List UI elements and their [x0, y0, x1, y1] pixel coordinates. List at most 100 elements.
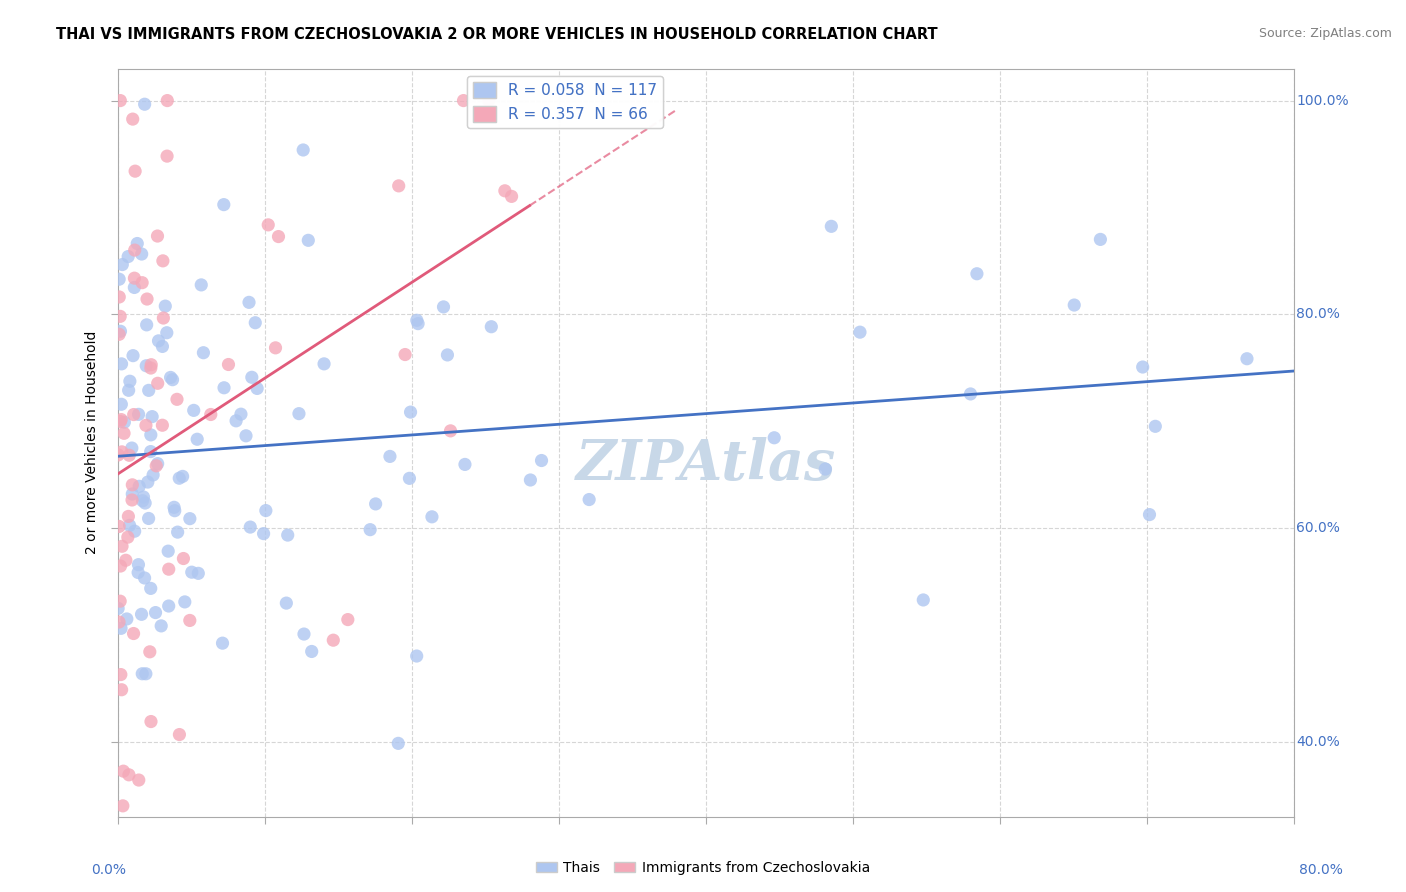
Point — [212, 381, 235, 395]
Point — [322, 633, 344, 648]
Point — [966, 267, 988, 281]
Legend: Thais, Immigrants from Czechoslovakia: Thais, Immigrants from Czechoslovakia — [530, 855, 876, 880]
Point — [394, 347, 416, 361]
Point — [245, 316, 267, 330]
Point — [167, 471, 190, 485]
Point — [110, 412, 132, 426]
Point — [152, 311, 174, 326]
Point — [156, 326, 179, 340]
Point — [108, 615, 131, 629]
Point — [112, 426, 135, 441]
Point — [128, 479, 150, 493]
Point — [118, 448, 141, 462]
Point — [297, 233, 319, 247]
Point — [121, 487, 143, 501]
Point — [292, 627, 315, 641]
Point — [135, 359, 157, 373]
Point — [478, 94, 501, 108]
Point — [501, 189, 523, 203]
Point — [200, 408, 222, 422]
Point — [292, 143, 315, 157]
Point — [108, 310, 131, 324]
Text: 60.0%: 60.0% — [1296, 521, 1340, 535]
Point — [1144, 419, 1167, 434]
Point — [139, 444, 162, 458]
Point — [145, 458, 167, 473]
Point — [136, 475, 159, 489]
Point — [152, 339, 174, 353]
Point — [131, 666, 153, 681]
Point — [115, 553, 138, 567]
Text: THAI VS IMMIGRANTS FROM CZECHOSLOVAKIA 2 OR MORE VEHICLES IN HOUSEHOLD CORRELATI: THAI VS IMMIGRANTS FROM CZECHOSLOVAKIA 2… — [56, 27, 938, 42]
Point — [420, 509, 443, 524]
Point — [820, 219, 842, 234]
Point — [301, 644, 323, 658]
Point — [187, 566, 209, 581]
Point — [150, 418, 173, 433]
Point — [229, 407, 252, 421]
Point — [359, 523, 381, 537]
Point — [108, 327, 131, 342]
Point — [110, 415, 132, 429]
Point — [312, 357, 335, 371]
Point — [139, 645, 162, 659]
Point — [136, 292, 159, 306]
Point — [388, 178, 411, 193]
Point — [131, 247, 153, 261]
Point — [146, 229, 169, 244]
Point — [1063, 298, 1085, 312]
Legend: R = 0.058  N = 117, R = 0.357  N = 66: R = 0.058 N = 117, R = 0.357 N = 66 — [467, 76, 664, 128]
Point — [134, 496, 156, 510]
Point — [277, 528, 299, 542]
Point — [128, 408, 150, 422]
Point — [246, 381, 269, 395]
Point — [127, 236, 149, 251]
Point — [180, 565, 202, 579]
Point — [122, 626, 145, 640]
Point — [110, 667, 132, 681]
Point — [110, 559, 132, 574]
Point — [1139, 508, 1161, 522]
Point — [108, 290, 131, 304]
Point — [127, 566, 149, 580]
Point — [578, 492, 600, 507]
Point — [111, 258, 134, 272]
Point — [364, 497, 387, 511]
Point — [157, 599, 180, 613]
Text: 100.0%: 100.0% — [1296, 94, 1348, 108]
Point — [118, 374, 141, 388]
Point — [117, 250, 139, 264]
Point — [211, 636, 233, 650]
Point — [1236, 351, 1258, 366]
Point — [110, 682, 132, 697]
Point — [378, 450, 401, 464]
Point — [186, 432, 208, 446]
Point — [183, 403, 205, 417]
Point — [117, 530, 139, 544]
Point — [399, 405, 422, 419]
Point — [121, 493, 143, 508]
Point — [225, 414, 247, 428]
Point — [139, 361, 162, 376]
Point — [142, 467, 165, 482]
Text: 80.0%: 80.0% — [1299, 863, 1343, 877]
Point — [494, 184, 516, 198]
Point — [155, 299, 177, 313]
Point — [959, 387, 981, 401]
Point — [264, 341, 287, 355]
Point — [124, 524, 146, 539]
Text: 0.0%: 0.0% — [91, 863, 127, 877]
Point — [406, 317, 429, 331]
Point — [150, 619, 173, 633]
Point — [479, 319, 502, 334]
Point — [131, 493, 153, 508]
Point — [132, 490, 155, 504]
Point — [117, 384, 139, 398]
Point — [530, 453, 553, 467]
Point — [166, 392, 188, 407]
Point — [1090, 232, 1112, 246]
Point — [135, 666, 157, 681]
Point — [139, 428, 162, 442]
Point — [108, 519, 131, 533]
Point — [121, 441, 143, 455]
